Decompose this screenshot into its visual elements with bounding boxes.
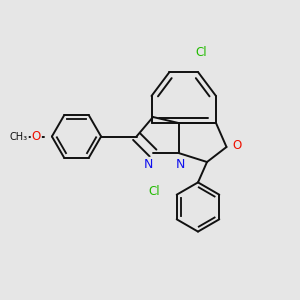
Text: O: O (232, 139, 242, 152)
Text: Cl: Cl (148, 185, 160, 198)
Text: Cl: Cl (195, 46, 207, 59)
Text: CH₃: CH₃ (10, 131, 28, 142)
Text: O: O (32, 130, 41, 143)
Text: N: N (176, 158, 186, 171)
Text: N: N (144, 158, 153, 171)
